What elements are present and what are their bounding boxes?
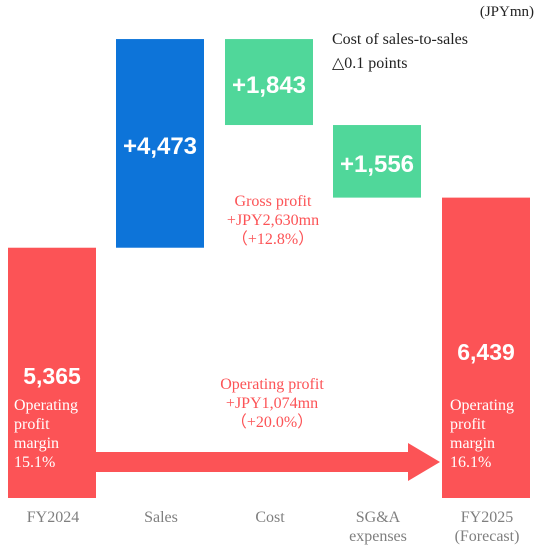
margin-line: Operating [450,397,514,414]
x-tick-cost: Cost [225,508,315,527]
x-tick-sales: Sales [116,508,206,527]
value-label-sales: +4,473 [123,133,197,160]
cost-ratio-note-line: Cost of sales-to-sales [332,31,468,48]
x-tick-line: FY2024 [26,509,80,526]
x-tick-line: Sales [144,509,178,526]
fy2025-margin-text: Operating profit margin 16.1% [450,396,514,472]
x-tick-sga: SG&A expenses [333,508,423,546]
operating-profit-note-line: （+20.0%） [230,414,314,431]
x-tick-line: expenses [349,528,407,545]
cost-ratio-note: Cost of sales-to-sales △0.1 points [332,28,468,76]
bar-cost [225,39,313,126]
gross-profit-note-line: （+12.8%） [231,231,315,248]
gross-profit-note: Gross profit +JPY2,630mn （+12.8%） [200,192,346,249]
unit-label: (JPYmn) [479,4,534,20]
margin-line: profit [450,416,486,433]
margin-line: 16.1% [450,454,492,471]
bar-fy2025-forecast [442,197,530,498]
bar-fy2024 [8,247,96,498]
operating-profit-arrow [96,443,440,481]
bar-sales [116,39,204,248]
x-tick-line: FY2025 [460,509,514,526]
value-label-sga: +1,556 [340,151,414,178]
bar-sga-expenses [333,125,421,198]
margin-line: 15.1% [14,454,56,471]
fy2024-margin-text: Operating profit margin 15.1% [14,396,78,472]
operating-profit-note-line: +JPY1,074mn [225,395,319,412]
value-label-fy2025: 6,439 [457,339,515,365]
operating-profit-note: Operating profit +JPY1,074mn （+20.0%） [196,375,348,432]
margin-line: Operating [14,397,78,414]
x-tick-fy2024: FY2024 [8,508,98,527]
x-tick-line: (Forecast) [454,528,520,545]
x-tick-line: Cost [255,509,285,526]
x-tick-line: SG&A [355,509,401,526]
gross-profit-note-line: +JPY2,630mn [226,212,320,229]
x-tick-fy2025: FY2025 (Forecast) [442,508,532,546]
margin-line: margin [450,435,496,452]
operating-profit-note-line: Operating profit [220,376,324,393]
margin-line: profit [14,416,50,433]
margin-line: margin [14,435,60,452]
value-label-fy2024: 5,365 [23,363,81,389]
gross-profit-note-line: Gross profit [234,193,312,210]
cost-ratio-note-line: △0.1 points [332,55,408,72]
value-label-cost: +1,843 [232,72,306,99]
